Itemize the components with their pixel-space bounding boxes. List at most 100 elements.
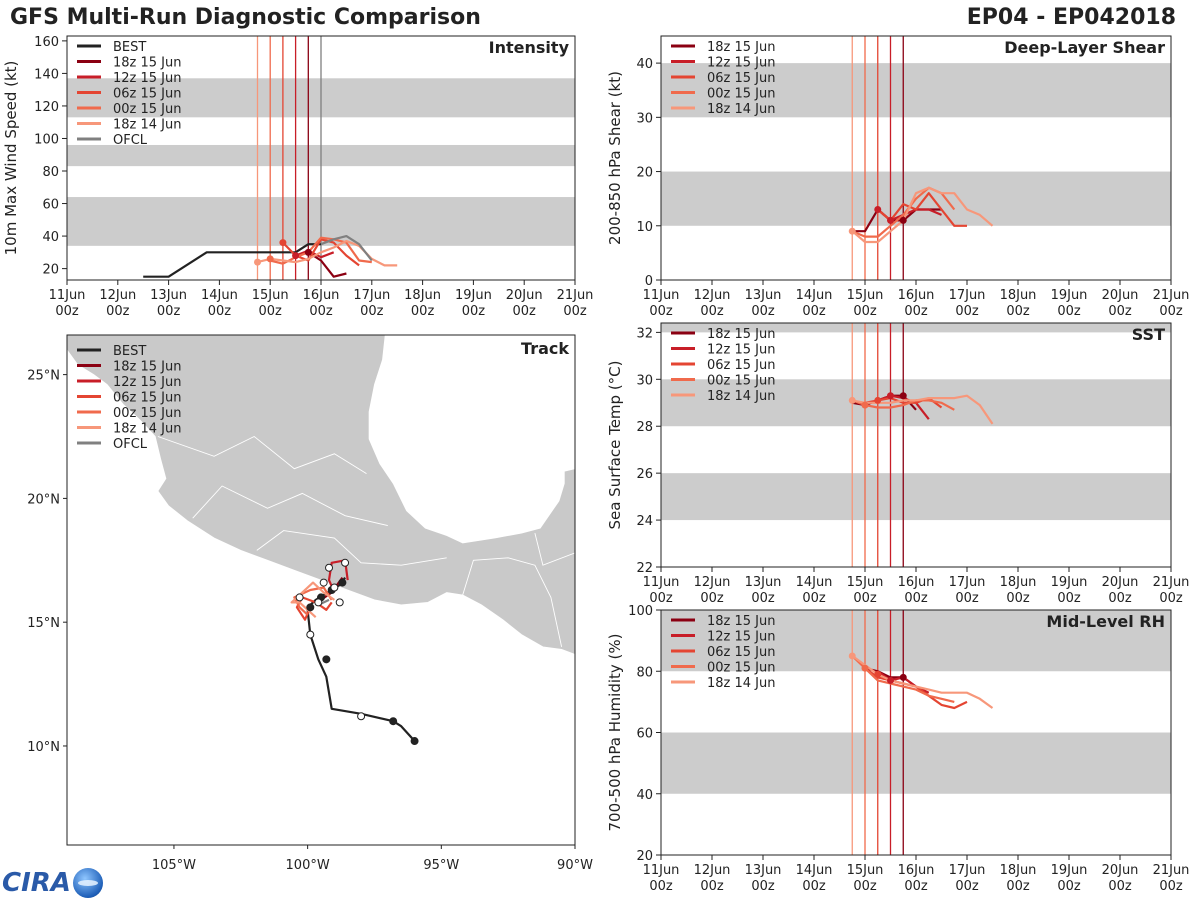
intensity-legend-label: 12z 15 Jun [113,71,182,86]
track-ytick-label: 20°N [27,492,60,507]
rh-legend-label: 12z 15 Jun [707,630,776,645]
sst-xtick-label: 18Jun [1000,575,1037,590]
shear-xtick-label: 00z [1159,304,1183,319]
shear-legend-label: 00z 15 Jun [707,87,776,102]
intensity-xtick-label: 20Jun [506,288,543,303]
rh-title: Mid-Level RH [1046,612,1165,631]
shear-xtick-label: 16Jun [898,288,935,303]
intensity-xtick-label: 00z [563,304,587,319]
sst-ytick-label: 22 [636,561,653,576]
rh-ytick-label: 20 [636,849,653,864]
shear-ytick-label: 30 [636,111,653,126]
sst-xtick-label: 11Jun [643,575,680,590]
track-legend-label: BEST [113,344,146,359]
track-xtick-label: 105°W [152,858,196,873]
rh-ytick-label: 80 [636,665,653,680]
intensity-xtick-label: 00z [157,304,181,319]
rh-marker-00z-15-jun [861,664,869,672]
sst-xtick-label: 13Jun [745,575,782,590]
intensity-legend-label: BEST [113,40,146,55]
shear-xtick-label: 00z [1108,304,1132,319]
shear-ytick-label: 10 [636,220,653,235]
sst-xtick-label: 12Jun [694,575,731,590]
track-best-point [325,563,334,572]
shear-ytick-label: 0 [645,274,653,289]
shear-xtick-label: 00z [853,304,877,319]
sst-legend-label: 18z 15 Jun [707,327,776,342]
rh-xtick-label: 00z [955,879,979,894]
intensity-chart: 2040608010012014016011Jun00z12Jun00z13Ju… [2,35,593,319]
track-legend-label: OFCL [113,437,148,452]
state-border [157,435,367,474]
sst-plot-area [661,323,1171,567]
rh-xtick-label: 20Jun [1102,863,1139,878]
sst-xtick-label: 00z [1057,591,1081,606]
shear-marker-18z-15-jun [899,216,907,224]
rh-xtick-label: 15Jun [847,863,884,878]
rh-xtick-label: 00z [802,879,826,894]
cira-logo: CIRA [2,866,103,900]
figure-title: GFS Multi-Run Diagnostic Comparison [10,5,481,30]
rh-series-00z-15-jun [851,655,955,703]
sst-ytick-label: 28 [636,420,653,435]
intensity-xtick-label: 00z [106,304,130,319]
sst-ylabel: Sea Surface Temp (°C) [606,360,624,529]
sst-legend-label: 12z 15 Jun [707,343,776,358]
rh-marker-18z-15-jun [899,673,907,681]
intensity-xtick-label: 16Jun [303,288,340,303]
track-title: Track [521,339,569,358]
intensity-xtick-label: 00z [208,304,232,319]
land-mass [67,335,575,655]
shear-ylabel: 200-850 hPa Shear (kt) [606,71,624,245]
intensity-ytick-label: 60 [42,198,59,213]
intensity-series-12z-15-jun [295,249,335,259]
sst-xtick-label: 15Jun [847,575,884,590]
intensity-marker-06z-15-jun [279,239,287,247]
shear-legend-label: 18z 14 Jun [707,102,776,117]
track-legend-label: 12z 15 Jun [113,375,182,390]
intensity-marker-12z-15-jun [292,252,300,260]
sst-legend-label: 06z 15 Jun [707,358,776,373]
shear-ytick-label: 20 [636,166,653,181]
track-best-point [338,578,347,587]
intensity-xtick-label: 18Jun [404,288,441,303]
track-frame [66,334,576,846]
rh-xtick-label: 00z [700,879,724,894]
rh-xtick-label: 00z [1108,879,1132,894]
intensity-ytick-label: 40 [42,230,59,245]
track-best-point [410,737,419,746]
shear-marker-12z-15-jun [874,206,882,214]
rh-marker-06z-15-jun [874,670,882,678]
rh-ylabel: 700-500 hPa Humidity (%) [606,633,624,831]
rh-xtick-label: 00z [751,879,775,894]
shear-xtick-label: 15Jun [847,288,884,303]
shear-xtick-label: 00z [955,304,979,319]
intensity-marker-00z-15-jun [266,255,274,263]
rh-xtick-label: 21Jun [1153,863,1190,878]
state-border [192,485,388,527]
shear-xtick-label: 00z [1057,304,1081,319]
shear-marker-12z-15-jun [887,216,894,224]
intensity-xtick-label: 00z [259,304,283,319]
shear-chart: 01020304011Jun00z12Jun00z13Jun00z14Jun00… [606,35,1189,319]
intensity-marker-18z-14-jun [254,258,261,266]
shear-xtick-label: 14Jun [796,288,833,303]
sst-xtick-label: 00z [802,591,826,606]
track-ytick-label: 25°N [27,369,60,384]
shear-xtick-label: 20Jun [1102,288,1139,303]
intensity-legend-label: OFCL [113,133,148,148]
shear-legend-label: 18z 15 Jun [707,40,776,55]
sst-marker-06z-15-jun [874,396,882,404]
track-best-point [306,630,315,639]
sst-xtick-label: 00z [700,591,724,606]
intensity-xtick-label: 15Jun [252,288,289,303]
sst-marker-18z-14-jun [848,396,856,404]
rh-xtick-label: 00z [853,879,877,894]
track-best-point [319,578,328,587]
rh-xtick-label: 00z [649,879,673,894]
intensity-marker-18z-15-jun [304,248,312,256]
